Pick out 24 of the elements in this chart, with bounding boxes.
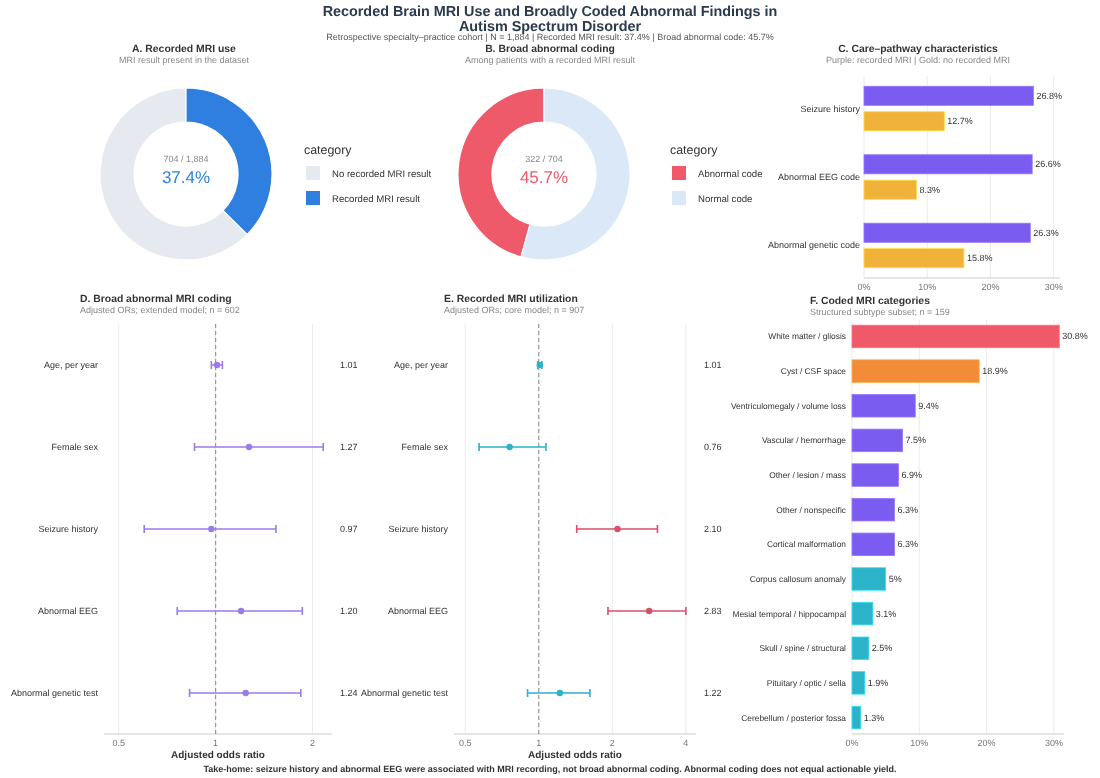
bar bbox=[851, 567, 887, 591]
point bbox=[242, 689, 249, 697]
bar bbox=[863, 222, 1031, 243]
bar bbox=[863, 248, 965, 269]
bar bbox=[851, 394, 916, 418]
bar bbox=[851, 498, 895, 522]
bar bbox=[863, 111, 945, 132]
bar bbox=[863, 154, 1033, 175]
text: 37.4% bbox=[161, 167, 211, 187]
bar bbox=[863, 179, 917, 200]
bar bbox=[851, 636, 870, 660]
bar bbox=[851, 463, 899, 487]
bar bbox=[851, 359, 980, 383]
text: 45.7% bbox=[519, 167, 569, 187]
bar bbox=[851, 324, 1060, 349]
bar bbox=[851, 705, 862, 730]
point bbox=[208, 525, 215, 533]
bar bbox=[851, 671, 866, 695]
bar bbox=[851, 532, 895, 556]
point bbox=[245, 443, 253, 451]
bar bbox=[851, 428, 903, 453]
bar bbox=[863, 85, 1034, 106]
bar bbox=[851, 601, 874, 626]
point bbox=[237, 607, 245, 615]
